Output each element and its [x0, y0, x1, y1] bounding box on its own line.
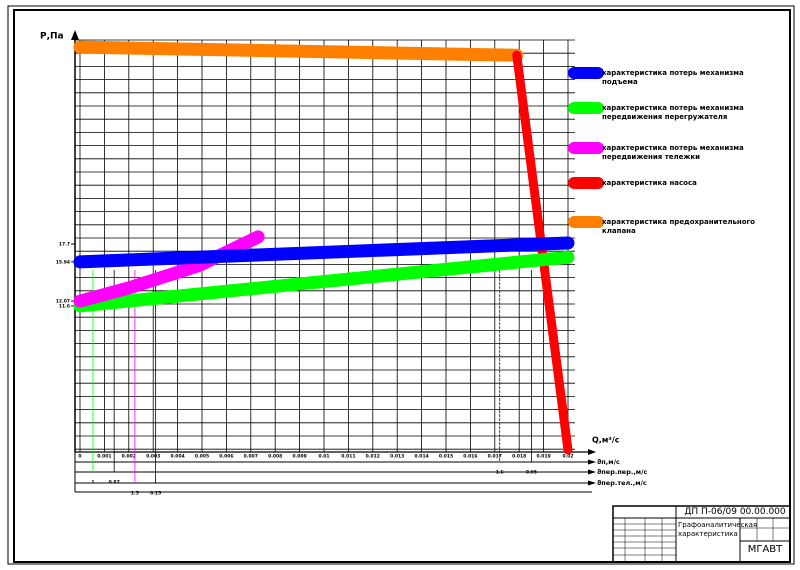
y-tick-label: 12.07 [56, 299, 70, 305]
sub-tick-label: 1.5 [131, 491, 139, 497]
drawing-name: Графоаналитическая характеристика [678, 521, 758, 538]
x-tick-label: 0.017 [488, 454, 502, 460]
x-tick-label: 0.015 [439, 454, 453, 460]
y-tick-label: 15.94 [56, 259, 70, 265]
sub-axis-label: ϑп,м/с [597, 458, 620, 466]
sub-arrow [588, 459, 596, 465]
x-tick-label: 0.002 [122, 454, 136, 460]
x-tick-label: 0.016 [463, 454, 477, 460]
sub-axis-label: ϑпер.пер.,м/с [597, 468, 647, 476]
legend-label: характеристика потерь механизма передвиж… [602, 144, 744, 161]
x-tick-label: 0.02 [562, 454, 573, 460]
legend-label: характеристика потерь механизма подъема [602, 69, 744, 86]
frame [13, 9, 791, 563]
x-tick-label: 0.004 [170, 454, 184, 460]
legend-label: характеристика насоса [602, 179, 697, 187]
sub-arrow [588, 469, 596, 475]
series-line [512, 50, 573, 455]
y-axis-label: Р,Па [40, 32, 64, 42]
organization: МГАВТ [747, 544, 783, 555]
x-axis-label: Q,м³/с [592, 436, 620, 445]
x-tick-label: 0.009 [292, 454, 306, 460]
x-tick-label: 0.019 [536, 454, 550, 460]
legend-label: характеристика предохранительного клапан… [602, 218, 755, 235]
series-line [73, 40, 524, 62]
y-tick-label: 17.7 [59, 241, 70, 247]
x-tick-label: 0 [78, 454, 81, 460]
y-tick-label: 11.6 [59, 303, 70, 309]
series-line [73, 236, 575, 269]
title-block [612, 505, 791, 563]
x-tick-label: 0.003 [146, 454, 160, 460]
x-tick-label: 0.007 [244, 454, 258, 460]
drawing-code: ДП П-06/09 00.00.000 [684, 507, 786, 517]
x-tick-label: 0.006 [219, 454, 233, 460]
legend-label: характеристика потерь механизма передвиж… [602, 104, 744, 121]
sheet-border [7, 5, 795, 565]
x-tick-label: 0.018 [512, 454, 526, 460]
x-tick-label: 0.011 [341, 454, 355, 460]
x-tick-label: 0.008 [268, 454, 282, 460]
sub-tick-label: 0.15 [150, 491, 161, 497]
x-tick-label: 0.005 [195, 454, 209, 460]
series-line [73, 250, 575, 313]
x-tick-label: 0.01 [318, 454, 329, 460]
sub-axis-label: ϑпер.тел.,м/с [597, 479, 647, 487]
x-tick-label: 0.014 [414, 454, 428, 460]
sub-arrow [588, 480, 596, 486]
x-tick-label: 0.001 [97, 454, 111, 460]
y-arrow [71, 30, 79, 40]
tb-cells [613, 518, 790, 562]
x-arrow [588, 449, 596, 455]
x-tick-label: 0.013 [390, 454, 404, 460]
x-tick-label: 0.012 [366, 454, 380, 460]
